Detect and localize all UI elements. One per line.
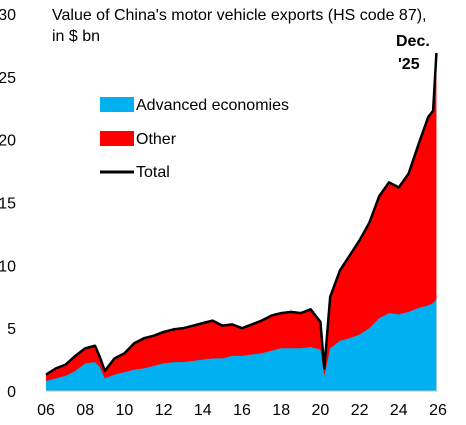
y-tick-label: 15 <box>0 196 16 213</box>
x-tick-label: 08 <box>76 402 94 419</box>
annotation-year: '25 <box>398 56 420 73</box>
y-tick-label: 20 <box>0 133 16 150</box>
x-tick-label: 14 <box>194 402 212 419</box>
x-tick-label: 18 <box>272 402 290 419</box>
y-tick-label: 5 <box>7 321 16 338</box>
y-tick-label: 30 <box>0 7 16 24</box>
x-tick-label: 26 <box>429 402 447 419</box>
x-tick-label: 10 <box>116 402 134 419</box>
x-tick-label: 16 <box>233 402 251 419</box>
legend-swatch-other <box>100 131 134 146</box>
plot-area <box>45 52 438 391</box>
annotation-dec: Dec. <box>396 33 430 50</box>
series-other-area <box>46 52 437 391</box>
series-advanced-economies-area <box>46 299 437 391</box>
x-tick-label: 22 <box>351 402 369 419</box>
x-tick-label: 24 <box>390 402 408 419</box>
x-axis-tick-labels: 06 08 10 12 14 16 18 20 22 24 26 <box>37 402 447 419</box>
legend-swatch-advanced <box>100 97 134 112</box>
y-tick-label: 25 <box>0 70 16 87</box>
legend: Advanced economies Other Total <box>100 97 289 181</box>
x-tick-label: 20 <box>312 402 330 419</box>
y-tick-label: 0 <box>7 384 16 401</box>
legend-label-other: Other <box>136 131 177 148</box>
y-tick-label: 10 <box>0 258 16 275</box>
y-axis-tick-labels: 0 5 10 15 20 25 30 <box>0 7 16 401</box>
x-tick-label: 12 <box>155 402 173 419</box>
chart-subtitle: in $ bn <box>52 28 100 45</box>
series-total-line <box>45 52 438 376</box>
x-tick-label: 06 <box>37 402 55 419</box>
legend-label-total: Total <box>136 164 170 181</box>
legend-label-advanced: Advanced economies <box>136 97 289 114</box>
chart-title: Value of China's motor vehicle exports (… <box>52 7 427 24</box>
